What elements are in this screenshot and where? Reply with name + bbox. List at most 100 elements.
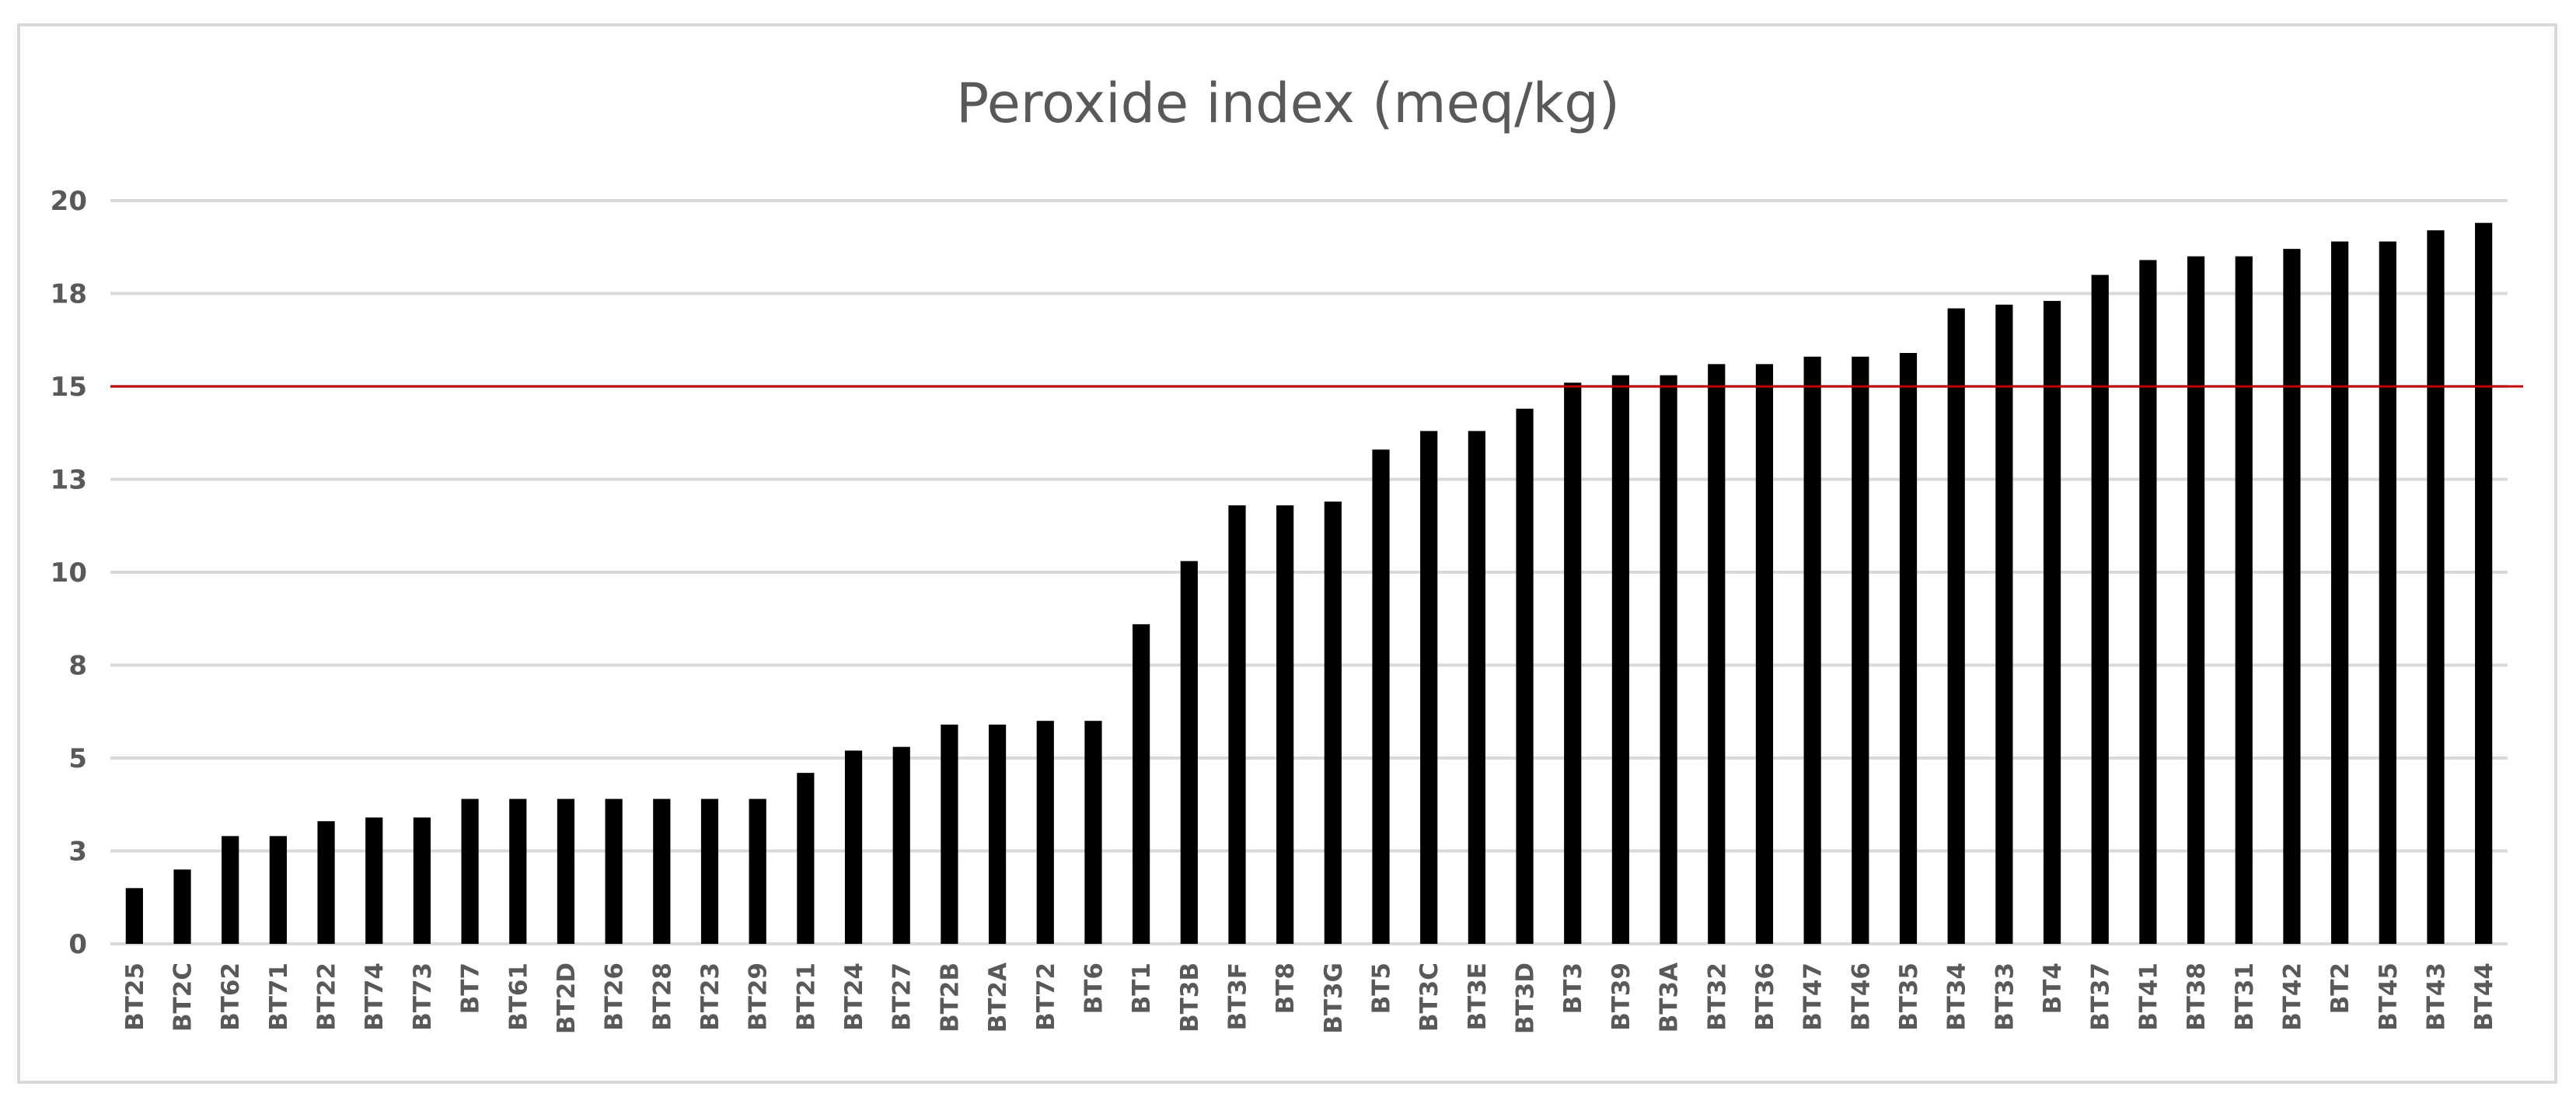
x-tick-label: BT33	[1991, 963, 2019, 1031]
y-tick-label: 8	[68, 651, 87, 682]
bar-bt34	[1947, 308, 1965, 944]
x-tick-label: BT3A	[1656, 963, 1684, 1032]
x-tick-label: BT24	[840, 963, 868, 1031]
x-tick-label: BT37	[2087, 963, 2115, 1031]
bar-bt47	[1803, 356, 1821, 944]
x-tick-label: BT25	[121, 963, 149, 1031]
bar-bt43	[2427, 230, 2445, 944]
x-tick-label: BT2	[2326, 963, 2354, 1014]
bar-bt38	[2187, 256, 2205, 944]
x-tick-label: BT8	[1272, 963, 1300, 1014]
x-tick-label: BT45	[2375, 963, 2403, 1031]
bar-bt32	[1708, 364, 1726, 944]
x-tick-label: BT72	[1032, 963, 1060, 1031]
bar-bt62	[222, 836, 239, 944]
x-tick-label: BT71	[265, 963, 293, 1031]
bar-bt24	[844, 750, 863, 944]
bar-bt2a	[988, 724, 1007, 944]
x-tick-label: BT5	[1368, 963, 1396, 1014]
x-tick-label: BT32	[1703, 963, 1731, 1031]
bar-bt3g	[1324, 501, 1342, 944]
bar-bt27	[892, 746, 910, 944]
x-tick-label: BT27	[888, 963, 916, 1031]
x-tick-label: BT62	[217, 963, 245, 1031]
x-tick-label: BT31	[2231, 963, 2259, 1031]
y-tick-label: 15	[51, 372, 87, 403]
bar-bt1	[1133, 624, 1150, 944]
bar-bt8	[1276, 505, 1294, 944]
x-tick-label: BT47	[1799, 963, 1827, 1031]
x-tick-label: BT38	[2183, 963, 2211, 1031]
bar-bt3a	[1660, 375, 1677, 944]
bar-bt3	[1564, 383, 1582, 945]
bar-bt44	[2475, 222, 2493, 944]
x-tick-label: BT26	[601, 963, 629, 1031]
x-tick-label: BT6	[1080, 963, 1108, 1014]
x-tick-label: BT22	[313, 963, 341, 1031]
bar-bt2c	[173, 869, 191, 944]
y-axis-tick-labels: 0 3 5 8 10 13 15 18 20	[51, 186, 87, 960]
bar-bt5	[1372, 449, 1390, 944]
bar-bt3d	[1516, 408, 1534, 944]
x-tick-label: BT34	[1943, 963, 1971, 1031]
chart-title: Peroxide index (meq/kg)	[956, 72, 1620, 135]
bar-bt26	[605, 798, 623, 944]
x-tick-label: BT3B	[1176, 963, 1204, 1032]
x-tick-label: BT46	[1847, 963, 1875, 1031]
bar-bt6	[1084, 721, 1102, 944]
y-tick-label: 18	[51, 279, 87, 310]
x-tick-label: BT44	[2470, 963, 2498, 1031]
x-tick-label: BT7	[457, 963, 485, 1014]
bar-bt74	[365, 817, 383, 944]
bar-bt21	[797, 773, 815, 944]
x-tick-label: BT41	[2134, 963, 2162, 1031]
x-tick-label: BT23	[696, 963, 724, 1031]
y-tick-label: 0	[68, 929, 87, 960]
bar-bt46	[1852, 356, 1869, 944]
bar-bt72	[1036, 721, 1054, 944]
x-tick-label: BT61	[504, 963, 532, 1031]
y-tick-label: 3	[68, 837, 87, 868]
x-tick-label: BT2C	[169, 963, 197, 1032]
x-tick-label: BT2A	[984, 963, 1012, 1032]
bar-bt25	[125, 888, 143, 944]
x-tick-label: BT36	[1751, 963, 1779, 1031]
x-tick-label: BT3C	[1415, 963, 1443, 1032]
x-tick-label: BT2B	[936, 963, 964, 1032]
x-tick-label: BT29	[745, 963, 773, 1031]
y-tick-label: 10	[51, 557, 87, 589]
x-tick-label: BT1	[1128, 963, 1156, 1014]
bar-bt42	[2283, 249, 2301, 944]
bar-bt22	[317, 821, 335, 944]
bar-bt71	[269, 836, 287, 944]
x-tick-label: BT2D	[553, 963, 581, 1034]
bar-bt36	[1755, 364, 1774, 944]
bar-bt3f	[1228, 505, 1246, 944]
bar-bt31	[2235, 256, 2253, 944]
x-tick-label: BT43	[2422, 963, 2450, 1031]
bar-bt73	[413, 817, 431, 944]
y-tick-label: 20	[51, 186, 87, 217]
y-tick-label: 13	[51, 465, 87, 496]
x-tick-label: BT28	[648, 963, 676, 1031]
bar-bt37	[2091, 274, 2109, 945]
x-tick-label: BT3	[1559, 963, 1587, 1014]
x-tick-label: BT3G	[1320, 963, 1348, 1034]
bar-bt28	[653, 798, 671, 944]
bar-bt33	[1995, 304, 2013, 945]
bar-bt7	[461, 798, 479, 944]
x-tick-label: BT21	[792, 963, 820, 1031]
bar-bt45	[2379, 241, 2396, 945]
bar-bt2	[2331, 241, 2349, 945]
x-tick-label: BT35	[1895, 963, 1923, 1031]
x-axis-category-labels: BT25 BT2C BT62 BT71 BT22 BT74 BT73 BT7 BT61 BT2D B…	[121, 963, 2498, 1034]
bar-bt35	[1899, 352, 1918, 945]
x-tick-label: BT73	[409, 963, 437, 1031]
bar-bt61	[509, 798, 527, 944]
x-tick-label: BT4	[2039, 963, 2067, 1014]
x-tick-label: BT39	[1607, 963, 1635, 1031]
bars	[125, 222, 2493, 945]
bar-bt23	[700, 798, 719, 944]
x-tick-label: BT3D	[1512, 963, 1540, 1034]
bar-bt3c	[1420, 431, 1438, 944]
